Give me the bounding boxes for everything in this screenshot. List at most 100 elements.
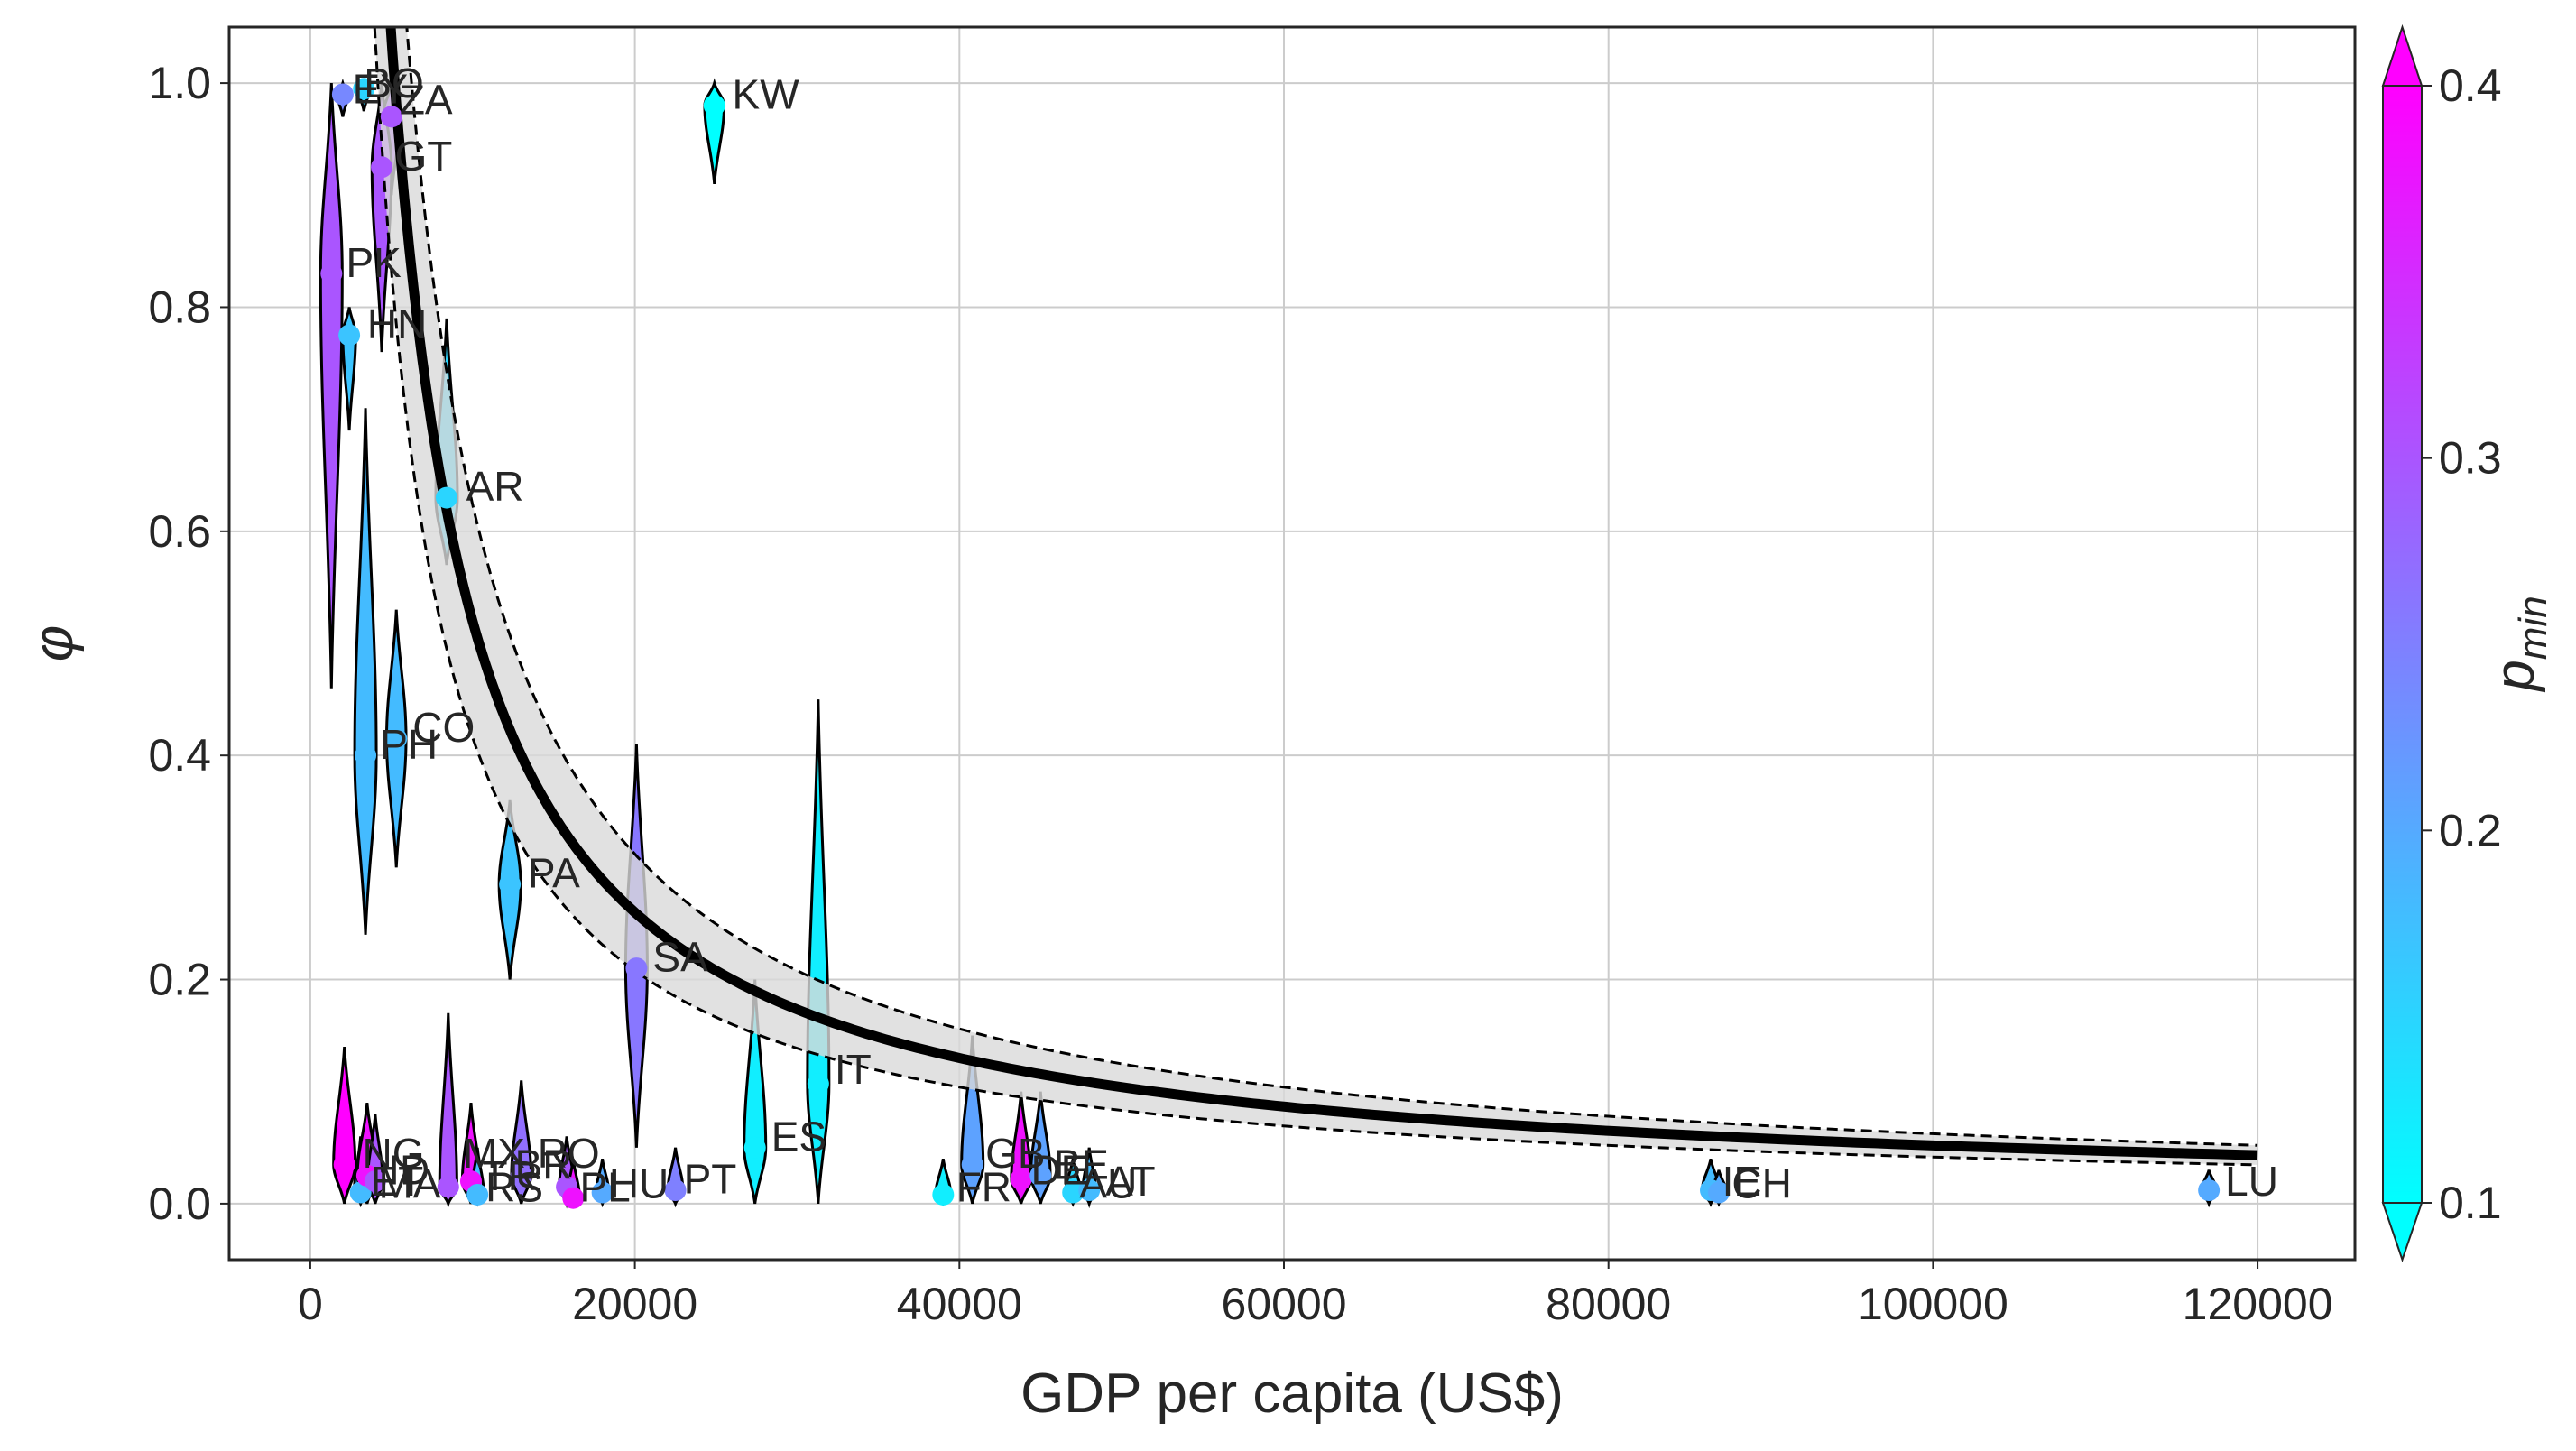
- point-label-be: BE: [1054, 1141, 1109, 1188]
- point-label-it: IT: [835, 1046, 872, 1093]
- x-tick-label: 120000: [2183, 1279, 2333, 1329]
- point-label-co: CO: [412, 704, 475, 751]
- x-tick-label: 100000: [1858, 1279, 2008, 1329]
- plot-frame: [227, 25, 2357, 1262]
- point-ey: [331, 83, 354, 106]
- point-bo: [353, 78, 375, 100]
- point-label-hn: HN: [367, 300, 427, 347]
- y-tick-label: 1.0: [148, 58, 211, 108]
- point-fr: [932, 1183, 955, 1206]
- point-label-et: ET: [370, 1158, 423, 1205]
- point-hu: [591, 1181, 614, 1204]
- point-label-za: ZA: [400, 77, 453, 124]
- point-label-rs: RS: [485, 1163, 543, 1210]
- violin-ph: [353, 408, 378, 935]
- colorbar: 0.1 0.2 0.3 0.4 pmin: [2381, 23, 2555, 1263]
- colorbar-label-base: p: [2484, 660, 2546, 692]
- point-ph: [355, 744, 377, 767]
- point-label-ro: RO: [538, 1130, 600, 1177]
- y-tick-label: 0.6: [148, 506, 211, 557]
- point-label-de: DE: [1030, 1147, 1088, 1194]
- x-tick-label: 80000: [1546, 1279, 1671, 1329]
- colorbar-tick-label: 0.4: [2439, 60, 2502, 111]
- fit-line: [385, 27, 2258, 1160]
- point-es: [743, 1136, 766, 1159]
- point-label-ie: IE: [1722, 1158, 1761, 1205]
- point-sa: [625, 957, 648, 980]
- point-label-lu: LU: [2225, 1158, 2278, 1205]
- point-au: [1062, 1181, 1085, 1204]
- x-axis: 0 20000 40000 60000 80000 100000 120000: [298, 1260, 2333, 1329]
- point-label-pl: PL: [579, 1163, 630, 1210]
- point-co: [385, 727, 408, 750]
- point-za: [380, 106, 402, 128]
- point-hn: [338, 324, 361, 347]
- point-gb: [961, 1153, 983, 1176]
- point-rs: [466, 1183, 489, 1206]
- x-tick-label: 0: [298, 1279, 323, 1329]
- point-label-es: ES: [771, 1113, 826, 1160]
- x-axis-label: GDP per capita (US$): [1020, 1363, 1564, 1425]
- point-label-au: AU: [1079, 1160, 1137, 1207]
- point-mx: [437, 1176, 459, 1198]
- plot-background: [229, 27, 2355, 1260]
- colorbar-bottom-extend: [2381, 1202, 2424, 1263]
- y-tick-label: 0.2: [148, 955, 211, 1005]
- y-axis-label: φ: [23, 625, 85, 661]
- colorbar-label-sub: min: [2511, 596, 2555, 660]
- colorbar-label: pmin: [2484, 596, 2555, 692]
- point-pl: [562, 1187, 585, 1209]
- point-label-gb: GB: [985, 1130, 1045, 1177]
- x-tick-label: 60000: [1221, 1279, 1346, 1329]
- x-tick-label: 40000: [897, 1279, 1022, 1329]
- colorbar-gradient: [2382, 85, 2423, 1204]
- y-tick-label: 0.4: [148, 730, 211, 781]
- violin-pk: [319, 83, 344, 689]
- colorbar-ticks: 0.1 0.2 0.3 0.4: [2422, 60, 2502, 1228]
- point-ng: [333, 1153, 355, 1176]
- point-at: [1078, 1179, 1101, 1202]
- point-label-pk: PK: [346, 239, 402, 286]
- point-et: [349, 1181, 372, 1204]
- point-be: [1029, 1164, 1052, 1187]
- data-points: [320, 78, 2221, 1209]
- point-label-pt: PT: [684, 1156, 737, 1203]
- colorbar-tick-label: 0.1: [2439, 1178, 2502, 1228]
- colorbar-top-extend: [2381, 23, 2424, 87]
- point-label-fr: FR: [956, 1163, 1011, 1210]
- point-label-gt: GT: [394, 133, 452, 180]
- point-label-ch: CH: [1731, 1160, 1791, 1207]
- point-label-id: ID: [388, 1147, 429, 1194]
- point-label-sa: SA: [652, 934, 708, 981]
- point-label-hu: HU: [609, 1160, 669, 1207]
- point-ar: [435, 486, 457, 509]
- point-label-ey: EY: [353, 65, 408, 112]
- point-br: [510, 1164, 532, 1187]
- colorbar-tick-label: 0.2: [2439, 805, 2502, 855]
- point-label-tr: TR: [483, 1152, 538, 1199]
- x-tick-label: 20000: [572, 1279, 697, 1329]
- point-ch: [1707, 1181, 1730, 1204]
- y-tick-label: 0.8: [148, 282, 211, 332]
- point-label-ar: AR: [466, 463, 524, 510]
- point-label-kw: KW: [733, 71, 800, 118]
- fit-lower-bound: [373, 27, 2258, 1167]
- point-label-ph: PH: [380, 721, 438, 768]
- y-tick-label: 0.0: [148, 1178, 211, 1229]
- point-label-ng: NG: [362, 1130, 424, 1177]
- violin-mx: [438, 1012, 458, 1208]
- fit-upper-bound: [405, 27, 2258, 1147]
- y-axis: 0.0 0.2 0.4 0.6 0.8 1.0: [148, 58, 229, 1229]
- point-id: [364, 1170, 386, 1193]
- point-kw: [703, 94, 725, 116]
- point-label-mx: MX: [463, 1130, 525, 1177]
- point-pa: [499, 873, 522, 895]
- point-it: [807, 1073, 829, 1095]
- point-gt: [371, 156, 393, 179]
- point-pk: [320, 263, 343, 285]
- point-label-bo: BO: [364, 60, 423, 106]
- grid: [229, 27, 2355, 1260]
- point-label-at: AT: [1105, 1158, 1155, 1205]
